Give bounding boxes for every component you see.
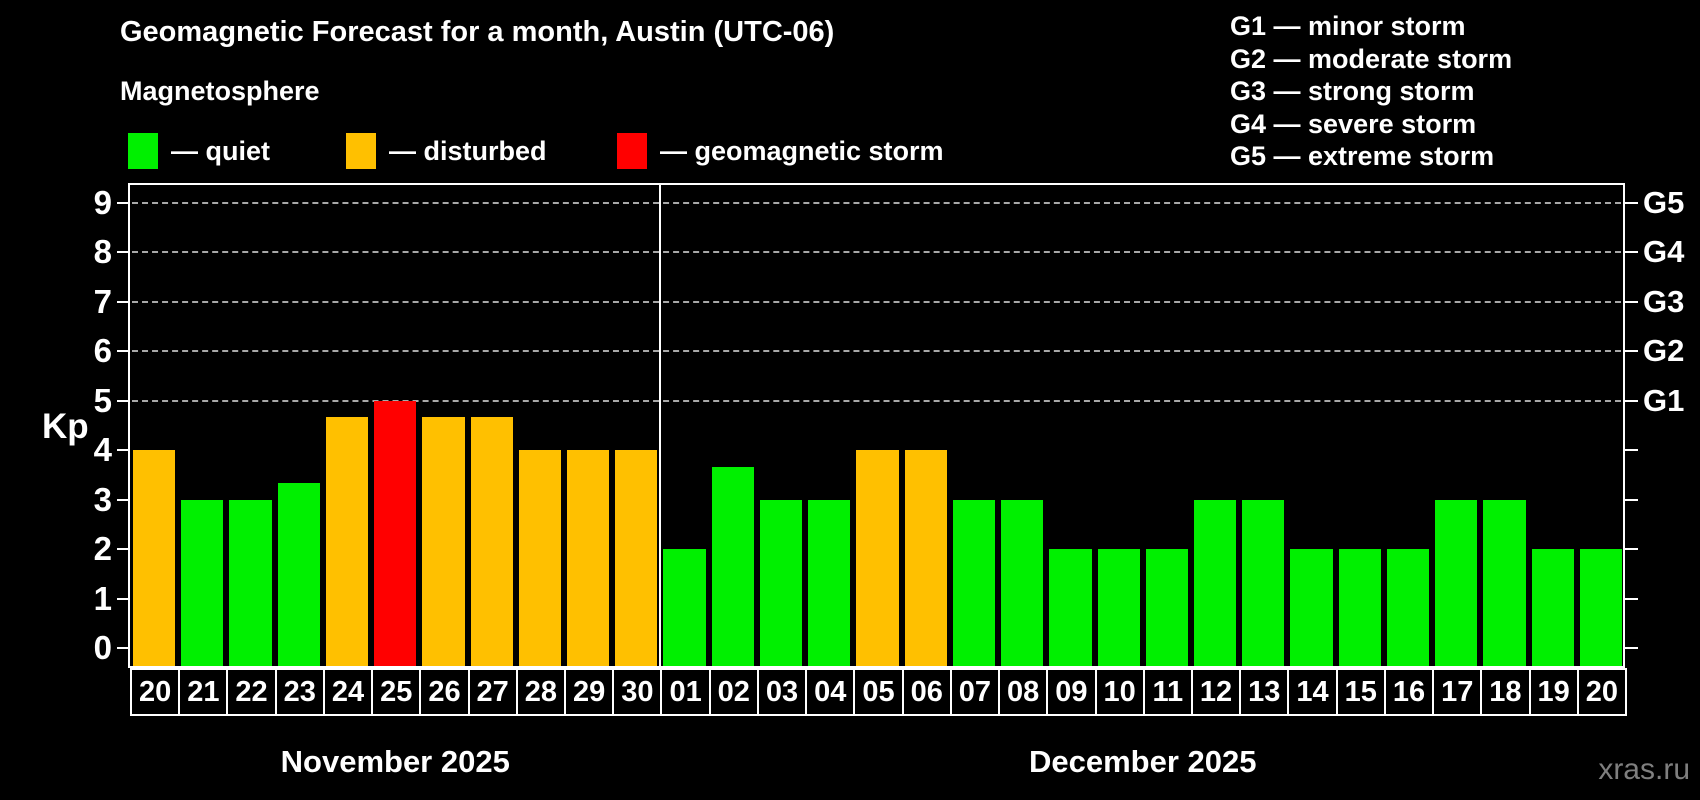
y-tick-right-1 — [1625, 597, 1638, 600]
day-label-box: 23 — [274, 668, 325, 716]
day-label-box: 09 — [1046, 668, 1097, 716]
day-label-box: 14 — [1287, 668, 1338, 716]
day-label-box: 26 — [419, 668, 470, 716]
month-label-november: November 2025 — [280, 744, 510, 779]
day-label-box: 07 — [949, 668, 1001, 716]
day-label-box: 29 — [564, 668, 615, 716]
day-label-box: 28 — [515, 668, 567, 716]
day-label-box: 27 — [467, 668, 518, 716]
g-axis-label-g4: G4 — [1643, 234, 1685, 270]
day-label-box: 16 — [1383, 668, 1435, 716]
g3-legend-line: G3 — strong storm — [1230, 76, 1475, 106]
legend-item-disturbed: — disturbed — [346, 133, 547, 169]
y-tick-label-8: 8 — [93, 233, 112, 271]
day-label-box: 25 — [371, 668, 422, 716]
day-label-box: 24 — [322, 668, 374, 716]
day-label-box: 22 — [226, 668, 277, 716]
y-tick-right-6 — [1625, 350, 1638, 353]
day-label-box: 18 — [1480, 668, 1531, 716]
y-axis-title: Kp — [42, 407, 89, 446]
y-tick-label-0: 0 — [93, 629, 112, 667]
y-tick-label-7: 7 — [93, 282, 112, 320]
legend-item-storm: — geomagnetic storm — [617, 133, 944, 169]
g-axis-label-g3: G3 — [1643, 283, 1685, 319]
y-tick-right-3 — [1625, 498, 1638, 501]
day-label-box: 05 — [853, 668, 904, 716]
day-label-box: 08 — [998, 668, 1049, 716]
watermark: xras.ru — [1598, 753, 1690, 786]
day-label-box: 01 — [660, 668, 711, 716]
page-title: Geomagnetic Forecast for a month, Austin… — [120, 16, 835, 48]
legend-label-disturbed: — disturbed — [389, 135, 547, 166]
g-scale-legend: G1 — minor storm G2 — moderate storm G3 … — [1230, 10, 1512, 173]
y-tick-label-3: 3 — [93, 480, 112, 518]
day-label-box: 13 — [1239, 668, 1290, 716]
y-tick-right-9 — [1625, 201, 1638, 204]
day-label-box: 10 — [1094, 668, 1145, 716]
g5-legend-line: G5 — extreme storm — [1230, 141, 1495, 171]
day-label-box: 11 — [1142, 668, 1193, 716]
y-tick-right-2 — [1625, 548, 1638, 551]
day-label-box: 02 — [708, 668, 759, 716]
legend-item-quiet: — quiet — [128, 133, 270, 169]
day-label-box: 20 — [1576, 668, 1627, 716]
y-tick-right-0 — [1625, 647, 1638, 650]
day-label-box: 15 — [1335, 668, 1386, 716]
g4-legend-line: G4 — severe storm — [1230, 108, 1477, 139]
y-tick-right-5 — [1625, 399, 1638, 402]
legend-label-quiet: — quiet — [171, 135, 270, 166]
y-tick-label-2: 2 — [93, 530, 112, 568]
g-axis-label-g2: G2 — [1643, 333, 1685, 369]
disturbed-color-swatch — [346, 133, 376, 169]
plot-area — [128, 183, 1625, 668]
quiet-color-swatch — [128, 133, 158, 169]
month-label-december: December 2025 — [1028, 744, 1257, 779]
legend-label-storm: — geomagnetic storm — [660, 135, 944, 166]
g2-legend-line: G2 — moderate storm — [1230, 43, 1513, 74]
day-label-box: 04 — [805, 668, 856, 716]
g-axis-label-g5: G5 — [1643, 184, 1685, 220]
day-label-box: 21 — [178, 668, 229, 716]
magnetosphere-label: Magnetosphere — [120, 76, 320, 106]
y-tick-right-8 — [1625, 251, 1638, 254]
day-label-box: 03 — [756, 668, 808, 716]
storm-color-swatch — [617, 133, 647, 169]
y-tick-right-7 — [1625, 300, 1638, 303]
day-label-box: 17 — [1432, 668, 1483, 716]
day-label-box: 19 — [1528, 668, 1579, 716]
g-axis-label-g1: G1 — [1643, 382, 1685, 418]
y-tick-label-6: 6 — [93, 332, 112, 370]
g1-legend-line: G1 — minor storm — [1230, 11, 1466, 41]
day-label-box: 06 — [901, 668, 952, 716]
day-label-box: 12 — [1190, 668, 1242, 716]
y-tick-label-1: 1 — [93, 579, 112, 617]
day-label-box: 30 — [612, 668, 663, 716]
day-label-box: 20 — [130, 668, 181, 716]
y-tick-label-9: 9 — [93, 183, 112, 221]
y-tick-right-4 — [1625, 449, 1638, 452]
